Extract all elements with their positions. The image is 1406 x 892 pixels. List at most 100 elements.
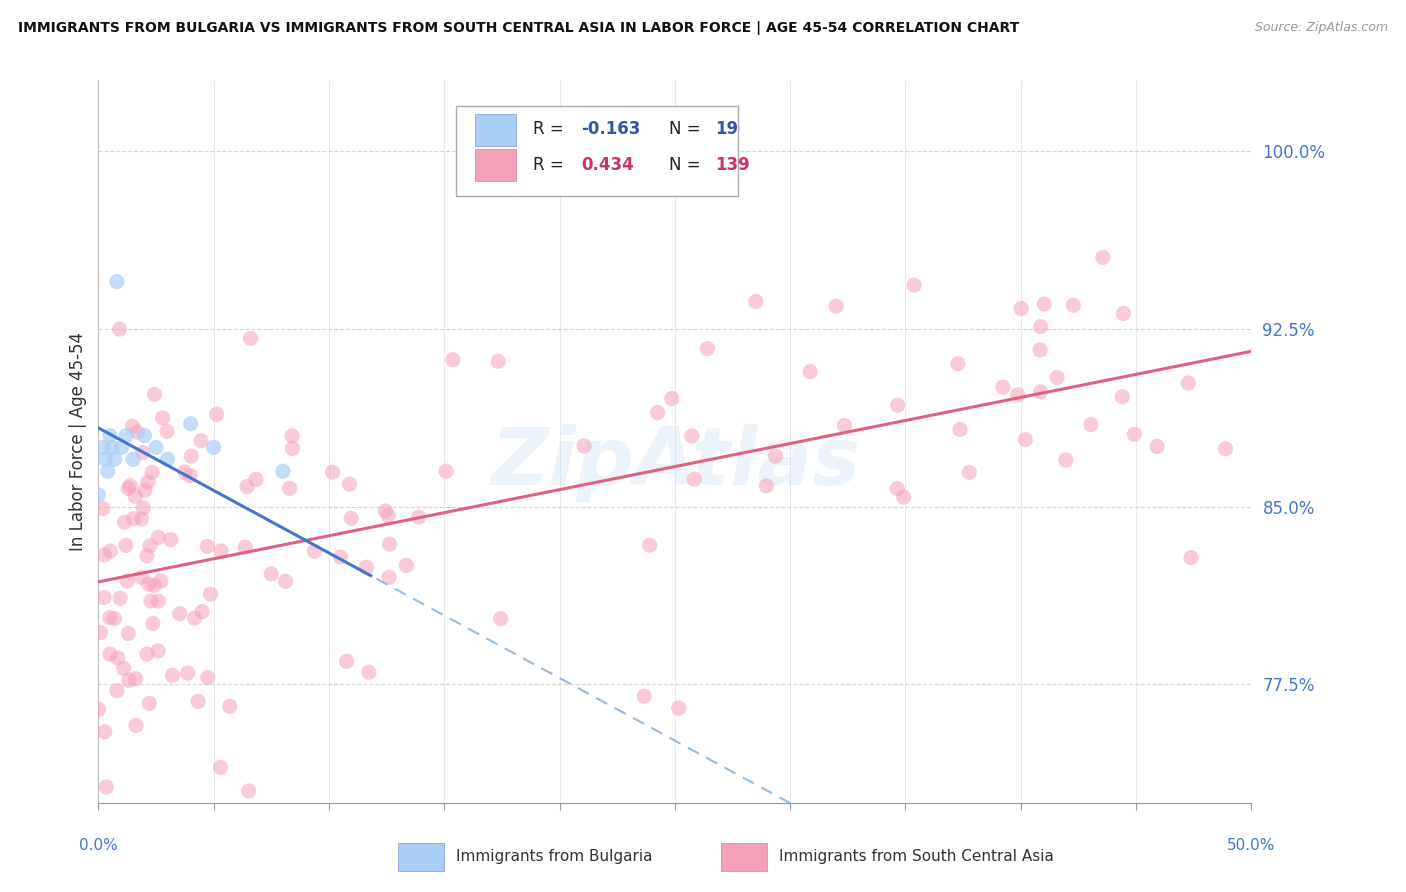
Point <box>486 354 509 368</box>
Point <box>322 465 344 479</box>
Point <box>893 490 915 504</box>
Point <box>122 452 145 467</box>
Point <box>149 574 172 588</box>
Point <box>1014 433 1036 447</box>
Point <box>1062 298 1084 312</box>
Point <box>903 278 925 293</box>
Point <box>1112 306 1135 320</box>
Point <box>1080 417 1102 432</box>
Point <box>105 275 128 289</box>
Point <box>125 672 148 686</box>
Point <box>1029 319 1052 334</box>
Point <box>131 570 153 584</box>
Point <box>260 567 283 582</box>
Point <box>146 644 169 658</box>
Point <box>134 428 156 442</box>
Point <box>946 357 969 371</box>
Point <box>1180 550 1202 565</box>
Text: ZipAtlas: ZipAtlas <box>489 425 860 502</box>
Point <box>110 441 132 455</box>
Point <box>91 441 114 455</box>
Point <box>825 299 848 313</box>
Text: Source: ZipAtlas.com: Source: ZipAtlas.com <box>1254 21 1388 34</box>
Point <box>190 434 212 448</box>
Point <box>205 407 228 421</box>
Point <box>1177 376 1199 390</box>
Point <box>681 429 703 443</box>
Text: 0.0%: 0.0% <box>79 838 118 854</box>
Point <box>378 537 401 551</box>
Point <box>233 541 256 555</box>
Point <box>336 654 359 668</box>
Point <box>395 558 418 573</box>
Point <box>957 466 980 480</box>
Point <box>357 665 380 680</box>
Point <box>378 570 401 584</box>
Point <box>121 419 143 434</box>
Point <box>136 647 159 661</box>
Point <box>173 465 195 479</box>
Point <box>441 352 464 367</box>
Point <box>93 591 115 605</box>
Point <box>339 477 361 491</box>
Point <box>132 445 155 459</box>
Point <box>281 429 304 443</box>
FancyBboxPatch shape <box>398 843 444 871</box>
Point <box>139 539 162 553</box>
Point <box>179 468 201 483</box>
Point <box>136 475 159 489</box>
Point <box>274 574 297 589</box>
FancyBboxPatch shape <box>456 105 738 196</box>
Point <box>97 464 120 478</box>
Point <box>647 406 669 420</box>
Point <box>1091 251 1114 265</box>
Point <box>156 452 179 467</box>
Point <box>142 616 165 631</box>
Point <box>1046 370 1069 384</box>
Point <box>141 466 163 480</box>
Point <box>148 594 170 608</box>
Point <box>1123 427 1146 442</box>
Point <box>668 701 690 715</box>
Text: R =: R = <box>533 156 569 174</box>
Point <box>356 560 378 574</box>
Point <box>209 760 232 774</box>
Point <box>271 464 294 478</box>
Point <box>434 464 457 478</box>
Point <box>91 501 114 516</box>
Point <box>98 610 121 624</box>
Point <box>124 489 146 503</box>
Point <box>202 441 225 455</box>
Point <box>103 611 125 625</box>
Point <box>108 591 131 606</box>
Point <box>89 625 111 640</box>
Point <box>117 574 139 588</box>
Point <box>755 479 778 493</box>
Y-axis label: In Labor Force | Age 45-54: In Labor Force | Age 45-54 <box>69 332 87 551</box>
Point <box>991 380 1014 394</box>
Point <box>87 702 110 716</box>
Point <box>765 449 787 463</box>
Point <box>281 442 304 456</box>
FancyBboxPatch shape <box>721 843 768 871</box>
Point <box>745 294 768 309</box>
Point <box>329 549 352 564</box>
Point <box>134 483 156 498</box>
Text: 139: 139 <box>716 156 749 174</box>
Point <box>183 611 205 625</box>
Point <box>1010 301 1032 316</box>
Point <box>1029 384 1052 399</box>
Text: R =: R = <box>533 120 569 138</box>
Point <box>132 500 155 515</box>
Point <box>136 549 159 563</box>
Point <box>143 387 166 401</box>
Text: 50.0%: 50.0% <box>1227 838 1275 854</box>
Point <box>145 441 167 455</box>
Point <box>169 607 191 621</box>
Point <box>949 422 972 436</box>
Point <box>834 418 856 433</box>
Point <box>1146 440 1168 454</box>
Point <box>278 481 301 495</box>
Point <box>886 482 908 496</box>
Point <box>661 392 683 406</box>
